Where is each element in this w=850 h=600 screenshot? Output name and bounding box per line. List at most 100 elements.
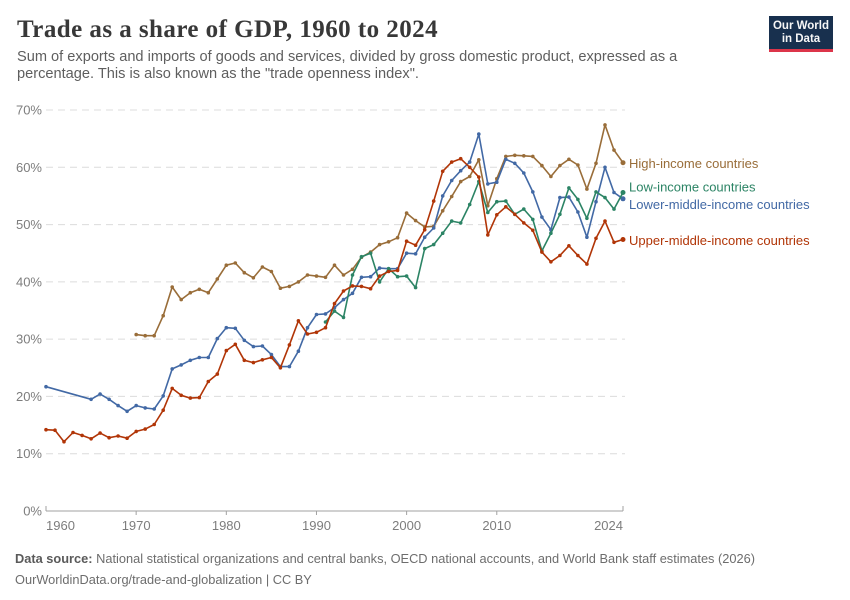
y-axis-label-40: 40% bbox=[16, 274, 42, 289]
data-point bbox=[251, 276, 256, 280]
data-point bbox=[341, 297, 346, 302]
data-point bbox=[134, 403, 138, 408]
legend-label-lower-middle-income-countries[interactable]: Lower-middle-income countries bbox=[629, 197, 810, 212]
data-point bbox=[206, 355, 211, 360]
data-point bbox=[422, 227, 427, 232]
owid-logo-line-1: Our World bbox=[772, 20, 829, 32]
data-point bbox=[143, 406, 147, 410]
data-point bbox=[504, 157, 508, 162]
data-point bbox=[206, 290, 211, 295]
data-point bbox=[206, 379, 211, 384]
data-point bbox=[98, 392, 102, 396]
data-point bbox=[495, 199, 499, 204]
legend-label-upper-middle-income-countries[interactable]: Upper-middle-income countries bbox=[629, 233, 810, 248]
data-point bbox=[620, 160, 626, 166]
data-point bbox=[612, 190, 616, 195]
data-point bbox=[341, 289, 346, 293]
data-point bbox=[440, 194, 445, 198]
data-point bbox=[585, 216, 589, 221]
data-point bbox=[531, 190, 535, 194]
data-point bbox=[422, 235, 427, 239]
data-point bbox=[71, 430, 75, 435]
data-point bbox=[287, 343, 292, 347]
data-point bbox=[404, 274, 409, 278]
data-point bbox=[314, 312, 319, 317]
data-point bbox=[386, 266, 391, 271]
data-point bbox=[449, 178, 454, 183]
x-axis-label-1960: 1960 bbox=[46, 518, 75, 533]
data-point bbox=[287, 364, 292, 369]
x-axis-label-1970: 1970 bbox=[122, 518, 151, 533]
data-point bbox=[558, 195, 562, 200]
data-point bbox=[467, 202, 472, 207]
data-point bbox=[440, 209, 445, 213]
data-point bbox=[323, 320, 328, 324]
data-point bbox=[368, 251, 373, 255]
data-point bbox=[125, 436, 129, 441]
data-point bbox=[620, 196, 626, 202]
data-point bbox=[242, 358, 247, 363]
data-point bbox=[80, 433, 84, 438]
data-point bbox=[558, 163, 562, 168]
data-point bbox=[305, 325, 310, 330]
y-axis-label-50: 50% bbox=[16, 217, 42, 232]
legend-label-high-income-countries[interactable]: High-income countries bbox=[629, 156, 759, 171]
data-point bbox=[612, 207, 616, 211]
data-point bbox=[368, 286, 373, 291]
data-point bbox=[431, 199, 436, 203]
data-point bbox=[197, 395, 202, 400]
data-point bbox=[422, 246, 427, 251]
data-point bbox=[188, 396, 193, 400]
data-point bbox=[350, 291, 355, 296]
series-low-income-countries bbox=[323, 179, 626, 324]
data-point bbox=[585, 187, 589, 191]
data-point bbox=[603, 195, 607, 200]
data-point bbox=[296, 319, 301, 323]
x-axis-label-1980: 1980 bbox=[212, 518, 241, 533]
data-point bbox=[576, 197, 580, 202]
data-point bbox=[332, 301, 337, 306]
data-point bbox=[161, 394, 165, 398]
chart-subtitle-line-1: Sum of exports and imports of goods and … bbox=[17, 49, 678, 65]
data-point bbox=[224, 325, 229, 330]
data-point bbox=[179, 297, 183, 302]
data-point bbox=[495, 213, 499, 217]
data-point bbox=[477, 158, 481, 162]
data-point bbox=[134, 332, 138, 337]
data-point bbox=[170, 386, 174, 391]
data-point bbox=[215, 277, 220, 281]
data-point bbox=[269, 355, 274, 360]
data-point bbox=[107, 397, 111, 402]
data-point bbox=[251, 360, 256, 365]
data-point bbox=[395, 235, 400, 240]
data-point bbox=[161, 408, 165, 413]
data-point bbox=[540, 250, 544, 254]
legend-label-low-income-countries[interactable]: Low-income countries bbox=[629, 180, 756, 195]
data-point bbox=[522, 221, 526, 225]
data-point bbox=[477, 175, 481, 179]
data-point bbox=[296, 349, 301, 354]
data-point bbox=[612, 148, 616, 152]
data-point bbox=[440, 169, 445, 174]
data-point bbox=[323, 325, 328, 330]
data-point bbox=[431, 242, 436, 247]
data-point bbox=[152, 407, 156, 411]
data-point bbox=[513, 161, 517, 166]
data-point bbox=[567, 157, 571, 162]
chart-footer: Data source: National statistical organi… bbox=[15, 549, 835, 590]
data-point bbox=[495, 180, 499, 184]
data-point bbox=[449, 219, 454, 223]
data-point bbox=[269, 269, 274, 274]
data-point bbox=[458, 168, 463, 173]
data-point bbox=[576, 253, 580, 258]
data-point bbox=[188, 290, 193, 295]
data-point bbox=[458, 156, 463, 161]
data-point bbox=[188, 358, 193, 363]
data-point bbox=[413, 252, 418, 256]
data-point bbox=[125, 409, 129, 414]
x-axis-label-2024: 2024 bbox=[594, 518, 623, 533]
data-point bbox=[585, 262, 589, 266]
data-point bbox=[531, 154, 535, 159]
series-upper-middle-income-countries bbox=[44, 156, 626, 444]
